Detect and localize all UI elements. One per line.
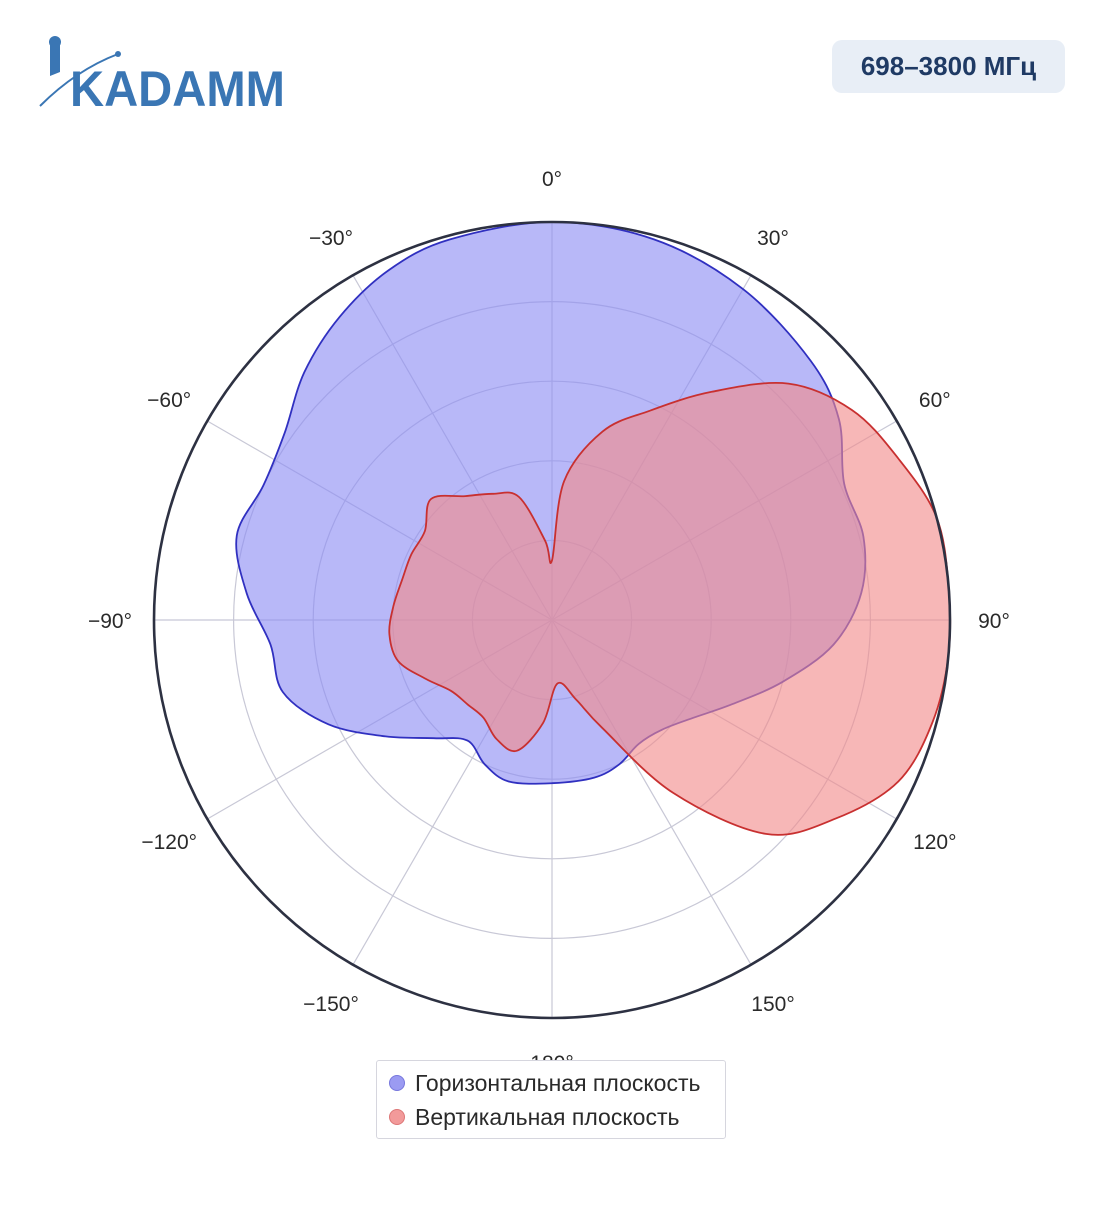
angular-tick-label: 180° — [530, 1052, 573, 1060]
angular-tick-label: −120° — [141, 831, 197, 854]
angular-tick-label: −60° — [147, 389, 191, 412]
angular-tick-label: 60° — [919, 389, 951, 412]
angular-tick-label: 90° — [978, 610, 1010, 633]
frequency-band-badge: 698–3800 МГц — [832, 40, 1065, 93]
angular-tick-label: −30° — [309, 227, 353, 250]
series-vertical-area[interactable] — [388, 382, 952, 836]
series-layer — [235, 221, 952, 836]
logo-text: KADAMM — [70, 61, 285, 114]
chart-legend: Горизонтальная плоскость Вертикальная пл… — [376, 1060, 726, 1139]
legend-label-horizontal: Горизонтальная плоскость — [415, 1069, 701, 1096]
logo-mark-icon — [39, 36, 121, 107]
angular-tick-label: 150° — [751, 993, 794, 1016]
outer-ring — [152, 220, 952, 1020]
outer-ring-layer — [152, 220, 952, 1020]
legend-label-vertical: Вертикальная плоскость — [415, 1103, 680, 1130]
kadamm-logo: KADAMM — [39, 36, 285, 114]
frequency-band-label: 698–3800 МГц — [860, 51, 1037, 81]
angular-tick-label: 120° — [913, 831, 956, 854]
legend-marker-horizontal — [389, 1075, 405, 1091]
legend-item-vertical[interactable]: Вертикальная плоскость — [389, 1103, 679, 1131]
angular-tick-label: −150° — [303, 993, 359, 1016]
angular-tick-label: 30° — [757, 227, 789, 250]
angular-tick-labels: 0° 30° 60° 90° 120° 150° 180° −150° −120° −90° −60… — [88, 168, 1010, 1060]
angular-tick-label: 0° — [542, 168, 562, 191]
polar-radiation-chart: 0° 30° 60° 90° 120° 150° 180° −150° −120° −90° −60… — [88, 168, 1010, 1060]
legend-marker-vertical — [389, 1109, 405, 1125]
legend-item-horizontal[interactable]: Горизонтальная плоскость — [389, 1069, 701, 1097]
angular-tick-label: −90° — [88, 610, 132, 633]
